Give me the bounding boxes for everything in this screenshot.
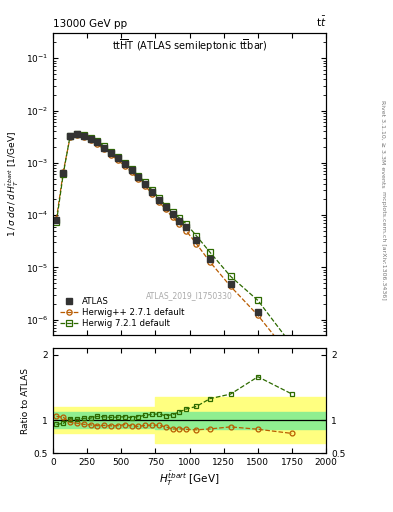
Herwig++ 2.7.1 default [194,241,199,247]
Herwig 7.2.1 default [177,215,182,221]
ATLAS [75,131,79,137]
Herwig 7.2.1 default [184,221,189,227]
Herwig++ 2.7.1 default [170,214,175,220]
ATLAS [290,350,294,356]
Herwig++ 2.7.1 default [143,183,148,189]
Herwig++ 2.7.1 default [81,134,86,140]
ATLAS [150,189,154,195]
Herwig 7.2.1 default [81,132,86,138]
Herwig++ 2.7.1 default [136,176,141,182]
Herwig 7.2.1 default [95,138,100,144]
Text: tt$\overline{\mathrm{H}}$T (ATLAS semileptonic t$\overline{\mathrm{t}}$bar): tt$\overline{\mathrm{H}}$T (ATLAS semile… [112,38,268,54]
Herwig 7.2.1 default [109,149,114,155]
Herwig++ 2.7.1 default [208,259,213,265]
Herwig 7.2.1 default [88,135,93,141]
Herwig++ 2.7.1 default [184,228,189,234]
Herwig 7.2.1 default [208,249,213,255]
Herwig 7.2.1 default [143,179,148,185]
Herwig++ 2.7.1 default [156,199,161,205]
Herwig 7.2.1 default [102,143,107,150]
ATLAS [88,136,93,142]
Herwig++ 2.7.1 default [122,163,127,169]
Herwig++ 2.7.1 default [88,137,93,143]
X-axis label: $H_T^{\bar{t}bar{t}}$ [GeV]: $H_T^{\bar{t}bar{t}}$ [GeV] [159,470,220,488]
Text: ATLAS_2019_I1750330: ATLAS_2019_I1750330 [146,292,233,301]
Line: Herwig 7.2.1 default: Herwig 7.2.1 default [54,132,295,348]
ATLAS [81,133,86,139]
ATLAS [122,161,127,167]
ATLAS [170,211,175,217]
Herwig++ 2.7.1 default [102,146,107,153]
ATLAS [61,169,66,176]
Herwig 7.2.1 default [170,209,175,215]
Herwig++ 2.7.1 default [68,134,72,140]
Legend: ATLAS, Herwig++ 2.7.1 default, Herwig 7.2.1 default: ATLAS, Herwig++ 2.7.1 default, Herwig 7.… [57,294,187,331]
ATLAS [208,256,213,262]
ATLAS [184,224,189,230]
Herwig 7.2.1 default [116,154,120,160]
Herwig++ 2.7.1 default [177,221,182,227]
Y-axis label: $1\,/\,\sigma\;d\sigma\,/\,d\,H_T^{\bar{t}bar{t}}$ [1/GeV]: $1\,/\,\sigma\;d\sigma\,/\,d\,H_T^{\bar{… [5,131,22,238]
Herwig++ 2.7.1 default [129,169,134,175]
Herwig++ 2.7.1 default [228,283,233,289]
Herwig 7.2.1 default [136,173,141,179]
Line: ATLAS: ATLAS [54,132,295,356]
ATLAS [255,309,260,315]
Herwig 7.2.1 default [228,273,233,280]
Text: mcplots.cern.ch [arXiv:1306.3436]: mcplots.cern.ch [arXiv:1306.3436] [381,191,386,300]
ATLAS [109,150,114,156]
ATLAS [116,155,120,161]
Herwig 7.2.1 default [290,343,294,349]
Herwig++ 2.7.1 default [116,157,120,163]
Herwig 7.2.1 default [194,233,199,239]
Herwig++ 2.7.1 default [150,191,154,197]
Herwig 7.2.1 default [75,131,79,137]
Text: Rivet 3.1.10, ≥ 3.3M events: Rivet 3.1.10, ≥ 3.3M events [381,99,386,187]
Text: t$\bar{t}$: t$\bar{t}$ [316,15,326,29]
Herwig 7.2.1 default [68,133,72,139]
Herwig++ 2.7.1 default [255,312,260,318]
ATLAS [102,144,107,151]
Herwig++ 2.7.1 default [95,141,100,147]
ATLAS [177,218,182,224]
Y-axis label: Ratio to ATLAS: Ratio to ATLAS [21,368,29,434]
Herwig 7.2.1 default [163,202,168,208]
Herwig 7.2.1 default [156,195,161,201]
Herwig 7.2.1 default [54,219,59,225]
Herwig 7.2.1 default [122,160,127,166]
Herwig 7.2.1 default [129,166,134,173]
ATLAS [163,204,168,210]
Herwig++ 2.7.1 default [61,168,66,175]
ATLAS [156,197,161,203]
ATLAS [129,167,134,174]
Line: Herwig++ 2.7.1 default: Herwig++ 2.7.1 default [54,133,295,360]
Text: 13000 GeV pp: 13000 GeV pp [53,19,127,29]
Herwig++ 2.7.1 default [290,355,294,361]
ATLAS [194,237,199,243]
Herwig++ 2.7.1 default [163,206,168,212]
Herwig 7.2.1 default [255,297,260,304]
Herwig++ 2.7.1 default [109,152,114,158]
ATLAS [136,174,141,180]
Herwig++ 2.7.1 default [54,216,59,222]
Herwig 7.2.1 default [61,170,66,177]
Herwig 7.2.1 default [150,187,154,193]
ATLAS [95,139,100,145]
ATLAS [68,133,72,139]
ATLAS [143,181,148,187]
Herwig++ 2.7.1 default [75,132,79,138]
ATLAS [228,281,233,287]
ATLAS [54,217,59,223]
